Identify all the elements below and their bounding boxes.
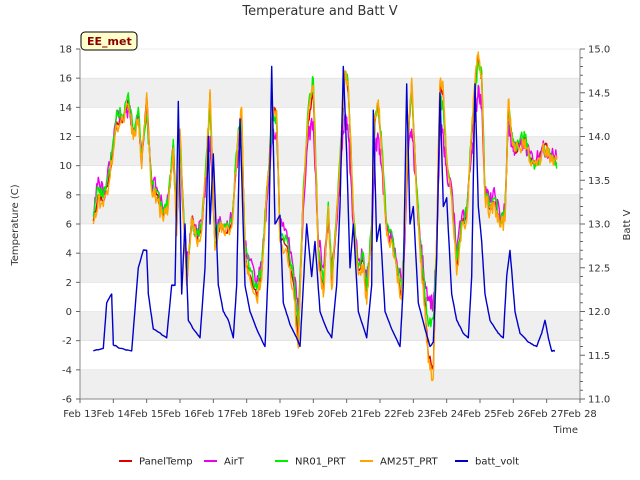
legend: PanelTemp AirT NR01_PRT AM25T_PRT batt_volt [119,457,519,468]
station-badge: EE_met [80,31,138,51]
y2-tick-label: 12.0 [588,307,610,318]
legend-label: AM25T_PRT [380,457,439,468]
x-tick-label: Feb 23 [397,409,431,420]
y2-tick-label: 15.0 [588,45,610,56]
legend-item-NR01_PRT: NR01_PRT [275,457,346,468]
y-axis-left-label: Temperature (C) [10,184,21,266]
y2-tick-label: 13.5 [588,176,610,187]
x-tick-label: Feb 15 [130,409,164,420]
x-tick-label: Feb 24 [430,409,464,420]
y-axis-right-ticks: 11.0 11.5 12.0 12.5 13.0 13.5 14.0 14.5 15.0 [580,45,610,406]
y2-tick-label: 14.0 [588,132,610,143]
background-band [80,136,580,166]
x-axis-ticks: Feb 13 Feb 14 Feb 15 Feb 16 Feb 17 Feb 18 Feb … [63,399,597,420]
x-tick-label: Feb 17 [197,409,231,420]
y-tick-label: 16 [59,74,72,85]
x-tick-label: Feb 21 [330,409,364,420]
y-tick-label: -6 [62,395,72,406]
x-tick-label: Feb 28 [563,409,597,420]
y-tick-label: 14 [59,103,72,114]
station-badge-box [80,31,138,51]
background-band [80,78,580,108]
x-tick-label: Feb 14 [97,409,131,420]
x-tick-label: Feb 26 [497,409,531,420]
y-tick-label: 2 [66,278,72,289]
y-tick-label: 6 [66,220,72,231]
y2-tick-label: 12.5 [588,263,610,274]
y-tick-label: 10 [59,161,72,172]
legend-label: batt_volt [475,457,519,468]
y-tick-label: 4 [66,249,72,260]
legend-item-PanelTemp: PanelTemp [119,457,193,468]
legend-label: AirT [224,457,245,468]
legend-item-AirT: AirT [204,457,245,468]
series-layer [92,51,558,382]
station-badge-label: EE_met [87,35,132,48]
series-line-AM25T_PRT [92,51,558,382]
y-tick-label: 8 [66,190,72,201]
y-tick-label: 12 [59,132,72,143]
y-tick-label: -2 [62,336,72,347]
x-tick-label: Feb 19 [263,409,297,420]
y2-tick-label: 13.0 [588,220,610,231]
chart-title: Temperature and Batt V [241,4,397,19]
background-band [80,369,580,399]
x-tick-label: Feb 13 [63,409,97,420]
y-axis-left-ticks: -6 -4 -2 0 2 4 6 8 10 12 14 16 18 [59,45,80,406]
x-axis-label: Time [553,425,578,436]
y-axis-right-label: Batt V [622,209,633,240]
y2-tick-label: 14.5 [588,88,610,99]
legend-label: PanelTemp [139,457,193,468]
y-tick-label: -4 [62,365,72,376]
legend-item-AM25T_PRT: AM25T_PRT [360,457,439,468]
x-tick-label: Feb 22 [363,409,397,420]
y2-tick-label: 11.0 [588,395,610,406]
x-tick-label: Feb 18 [230,409,264,420]
y-tick-label: 18 [59,45,72,56]
legend-item-batt_volt: batt_volt [455,457,519,468]
y-tick-label: 0 [66,307,72,318]
y2-tick-label: 11.5 [588,351,610,362]
x-tick-label: Feb 16 [163,409,197,420]
series-line-batt_volt [93,65,556,352]
x-tick-label: Feb 20 [297,409,331,420]
x-tick-label: Feb 25 [463,409,497,420]
legend-label: NR01_PRT [295,457,346,468]
x-tick-label: Feb 27 [530,409,564,420]
